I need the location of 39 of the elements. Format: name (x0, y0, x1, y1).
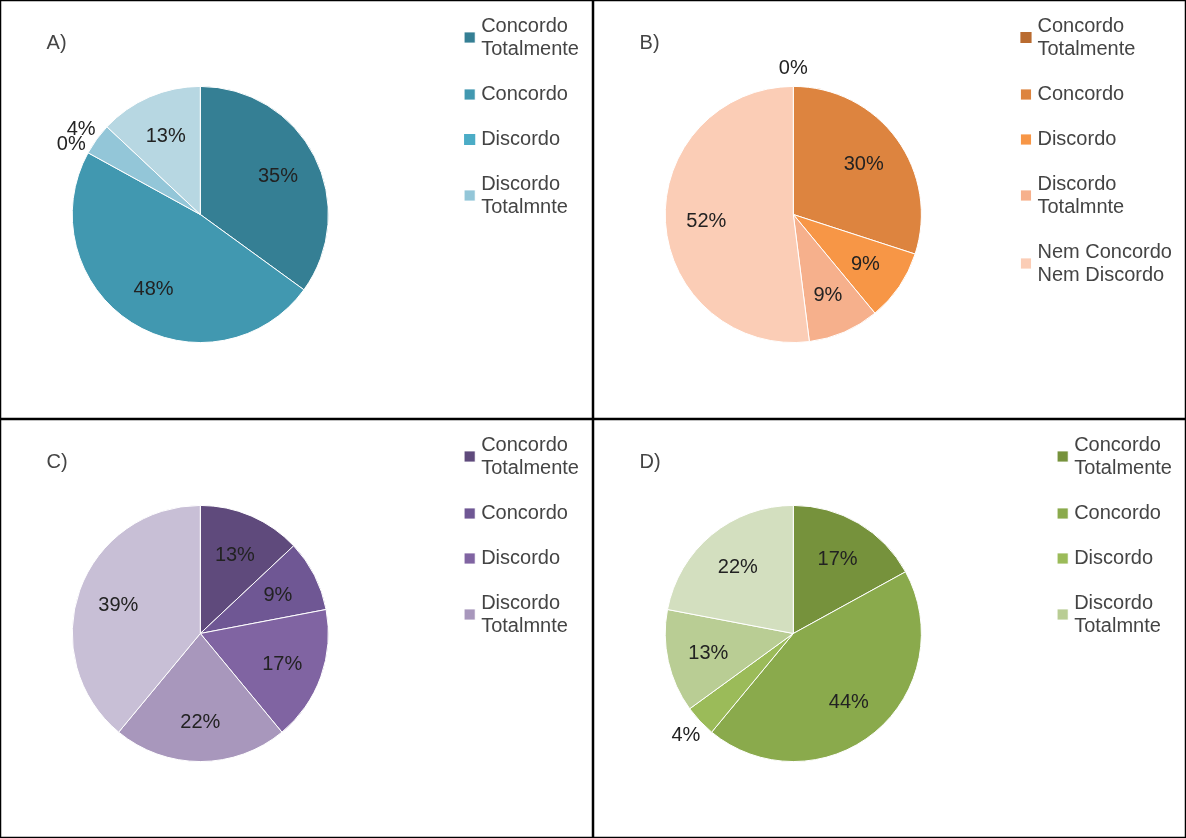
legend-label: Concordo (481, 501, 568, 524)
legend-label: Discordo (1074, 546, 1154, 569)
data-label: 44% (828, 689, 870, 712)
text: 0% (778, 56, 808, 79)
data-label: 13% (688, 641, 729, 664)
legend-label: Discordo (481, 127, 561, 150)
legend-label: Concordo Totalmente (481, 14, 579, 60)
data-label: 48% (133, 277, 174, 300)
legend-label: Discordo (481, 546, 561, 569)
text: A) (46, 30, 67, 53)
data-label: 39% (98, 592, 139, 615)
legend-label: Discordo Totalmnte (1037, 172, 1125, 218)
data-label: 22% (180, 709, 221, 732)
legend-label: Concordo Totalmente (1074, 433, 1172, 479)
data-label: 17% (262, 652, 303, 674)
data-label: 9% (850, 252, 880, 275)
data-label: 35% (257, 163, 299, 186)
text: B) (639, 30, 660, 53)
data-label: 9% (263, 582, 293, 605)
data-label: 4% (671, 723, 701, 746)
legend-label: Discordo Totalmnte (1074, 591, 1161, 637)
legend-label: Discordo Totalmnte (481, 591, 568, 637)
text: D) (639, 449, 661, 472)
legend-label: Nem Concordo Nem Discordo (1037, 240, 1172, 286)
legend-label: Concordo Totalmente (481, 433, 579, 479)
data-label: 13% (145, 123, 186, 146)
legend-label: Concordo (1037, 82, 1125, 105)
legend-label: Discordo (1037, 127, 1117, 150)
data-label: 22% (717, 555, 759, 578)
legend-label: Concordo (1074, 501, 1161, 524)
data-label: 52% (686, 208, 727, 231)
data-label: 30% (843, 152, 884, 175)
legend-label: Concordo (481, 82, 568, 105)
data-label: 9% (813, 283, 843, 306)
text: C) (46, 449, 68, 472)
data-label: 13% (214, 542, 256, 565)
legend-label: Concordo Totalmente (1037, 14, 1136, 60)
legend-label: Discordo Totalmnte (481, 172, 568, 218)
data-label: 17% (817, 547, 858, 570)
